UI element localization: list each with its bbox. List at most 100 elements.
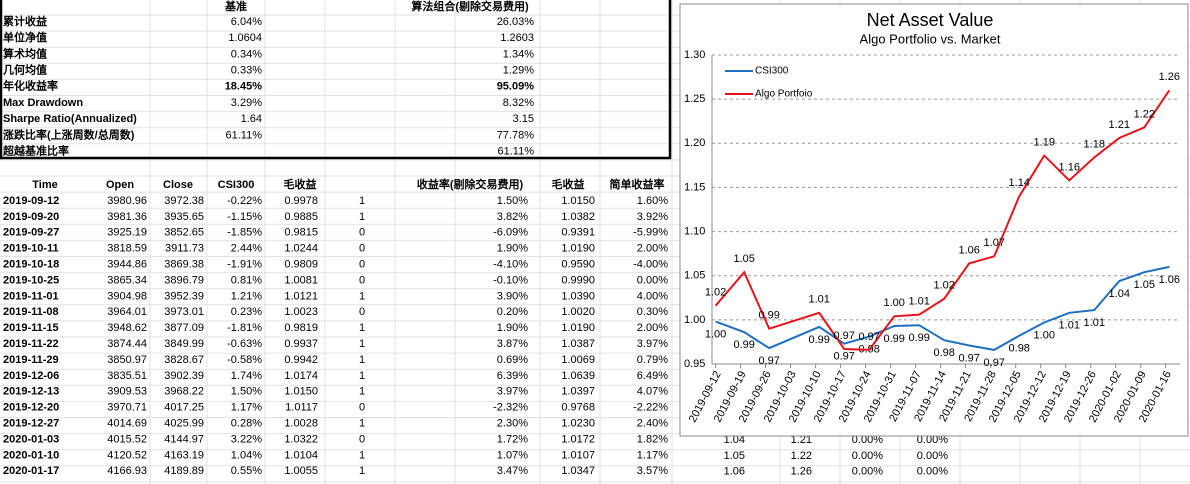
- cell: 1: [359, 418, 365, 430]
- cell: 4166.93: [107, 465, 147, 477]
- cell: 1: [359, 338, 365, 350]
- data-label: 1.16: [1059, 161, 1080, 173]
- row-date: 2019-10-11: [3, 243, 59, 255]
- cell: 6.39%: [497, 370, 528, 382]
- cell: -5.99%: [633, 227, 668, 239]
- summary-value: 1.34%: [503, 48, 534, 60]
- cell: 1: [359, 354, 365, 366]
- cell: 3869.38: [164, 259, 204, 271]
- cell: -4.00%: [633, 259, 668, 271]
- cell: -0.10%: [493, 274, 528, 286]
- cell: 0.9937: [284, 338, 318, 350]
- cell: 1.0150: [284, 386, 318, 398]
- side-cell: 1.05: [724, 450, 745, 462]
- data-label: 1.02: [705, 287, 726, 299]
- y-tick-label: 1.30: [684, 49, 705, 61]
- cell: 1.04%: [231, 449, 262, 461]
- cell: 0.9809: [284, 259, 318, 271]
- data-label: 0.98: [934, 347, 955, 359]
- data-label: 0.97: [833, 330, 854, 342]
- cell: 0.69%: [497, 354, 528, 366]
- cell: 1: [359, 290, 365, 302]
- cell: 1: [359, 370, 365, 382]
- side-cell: 0.00%: [917, 466, 948, 478]
- cell: 1.0230: [561, 418, 595, 430]
- cell: 1.0382: [561, 211, 595, 223]
- cell: 1: [359, 386, 365, 398]
- summary-value: 0.33%: [231, 65, 262, 77]
- cell: 0: [359, 306, 365, 318]
- cell: -1.81%: [227, 322, 262, 334]
- summary-value: 26.03%: [497, 16, 535, 28]
- cell: 1.0390: [561, 290, 595, 302]
- side-cell: 1.22: [791, 450, 812, 462]
- cell: 3874.44: [107, 338, 147, 350]
- cell: 1.0117: [285, 402, 318, 414]
- cell: 1: [359, 449, 365, 461]
- data-label: 0.97: [858, 331, 879, 343]
- table-header: Time: [32, 179, 57, 191]
- cell: -0.22%: [227, 195, 262, 207]
- cell: 1.0081: [284, 274, 318, 286]
- cell: 1.0121: [284, 290, 318, 302]
- row-date: 2019-11-08: [3, 306, 59, 318]
- cell: 4.07%: [637, 386, 668, 398]
- row-date: 2019-11-29: [3, 354, 59, 366]
- data-label: 0.99: [908, 332, 929, 344]
- cell: 3.47%: [497, 465, 528, 477]
- summary-label: Max Drawdown: [3, 97, 83, 109]
- cell: 1.17%: [637, 449, 668, 461]
- data-label: 1.01: [1059, 320, 1080, 332]
- cell: 3849.99: [164, 338, 204, 350]
- cell: 3909.53: [107, 386, 147, 398]
- side-cell: 0.00%: [852, 450, 883, 462]
- data-label: 1.02: [934, 280, 955, 292]
- data-label: 0.97: [833, 351, 854, 363]
- data-label: 1.06: [959, 244, 980, 256]
- side-cell: 0.00%: [917, 434, 948, 446]
- row-date: 2019-12-20: [3, 402, 59, 414]
- cell: 0.9819: [284, 322, 318, 334]
- cell: 1.0387: [561, 338, 595, 350]
- cell: -0.58%: [227, 354, 262, 366]
- y-tick-label: 1.15: [684, 181, 705, 193]
- cell: 3911.73: [165, 243, 204, 255]
- summary-value: 95.09%: [497, 81, 535, 93]
- cell: 1.0174: [284, 370, 318, 382]
- row-date: 2019-12-13: [3, 386, 59, 398]
- cell: 2.30%: [497, 418, 528, 430]
- cell: 3935.65: [164, 211, 204, 223]
- summary-value: 61.11%: [226, 129, 263, 141]
- cell: 3852.65: [164, 227, 204, 239]
- cell: 1.0397: [561, 386, 595, 398]
- table-header: 毛收益: [552, 177, 585, 191]
- cell: 1.0347: [561, 465, 595, 477]
- cell: 0.55%: [231, 465, 262, 477]
- row-date: 2019-11-15: [3, 322, 59, 334]
- cell: 0.9815: [284, 227, 318, 239]
- side-cell: 0.00%: [852, 434, 883, 446]
- cell: 1.50%: [497, 195, 528, 207]
- cell: 1.0190: [561, 243, 595, 255]
- data-label: 1.01: [808, 294, 829, 306]
- cell: 2.00%: [637, 243, 668, 255]
- cell: 3.82%: [497, 211, 528, 223]
- cell: 0.9885: [284, 211, 318, 223]
- data-label: 0.98: [1009, 343, 1030, 355]
- table-header: 毛收益: [284, 177, 317, 191]
- row-date: 2019-12-27: [3, 418, 59, 430]
- cell: 1.0190: [561, 322, 595, 334]
- y-tick-label: 1.00: [684, 314, 705, 326]
- cell: 6.49%: [637, 370, 668, 382]
- data-label: 1.01: [908, 295, 929, 307]
- cell: 3865.34: [107, 274, 147, 286]
- cell: 3972.38: [164, 195, 204, 207]
- cell: 0.9391: [561, 227, 595, 239]
- data-label: 1.18: [1084, 138, 1105, 150]
- cell: 1.17%: [231, 402, 262, 414]
- cell: 1.0023: [284, 306, 318, 318]
- summary-label: 单位净值: [3, 30, 47, 44]
- cell: 3.97%: [637, 338, 668, 350]
- table-header: Close: [163, 179, 193, 191]
- cell: 1: [359, 195, 365, 207]
